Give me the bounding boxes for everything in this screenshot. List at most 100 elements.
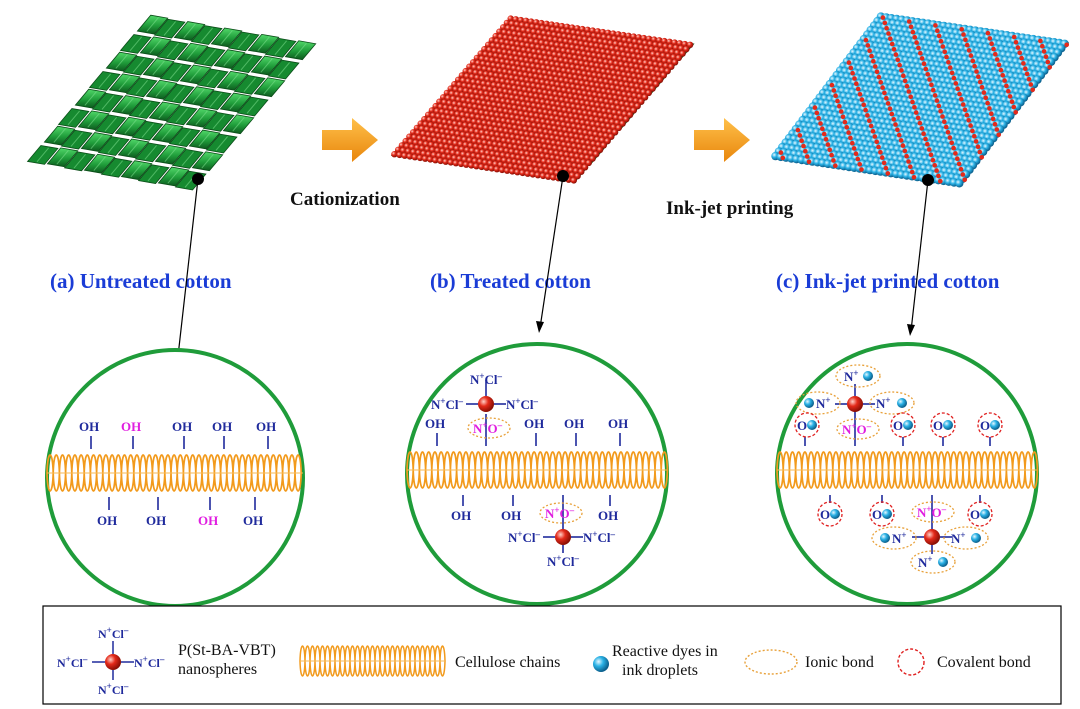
dye-icon <box>980 509 990 519</box>
dye-icon <box>903 420 913 430</box>
covalent-bond-marker <box>817 501 843 527</box>
inkjet-arrow <box>694 118 750 162</box>
legend-box <box>42 605 1062 705</box>
n-cl-label: N+Cl– <box>431 396 464 412</box>
oh-label: OH <box>501 508 521 523</box>
oh-label: OH <box>425 416 445 431</box>
covalent-bond-marker <box>890 412 916 438</box>
oh-label: OH <box>146 513 166 528</box>
covalent-bond-marker <box>869 501 895 527</box>
dye-icon <box>971 533 981 543</box>
legend-nanosphere-symbol: N+Cl– N+Cl– N+Cl– N+Cl– <box>57 625 165 697</box>
n-cl-label: N+Cl– <box>508 529 541 545</box>
n-plus-label: N+ <box>844 368 859 384</box>
o-label: O <box>970 507 980 522</box>
ionic-bond-marker <box>943 526 989 550</box>
n-plus-label: N+ <box>918 554 933 570</box>
n-cl-label: N+Cl– <box>57 654 88 670</box>
ionic-bond-marker <box>911 501 955 523</box>
ionic-bond-marker <box>467 417 511 439</box>
o-label: O <box>893 418 903 433</box>
n-o-label: N+O– <box>842 421 872 437</box>
untreated-fabric-image <box>26 14 317 191</box>
n-plus-label: N+ <box>951 530 966 546</box>
chem-b: OH OH OH OH OH OH OH N+O– N+Cl– N+Cl– N+… <box>425 371 628 569</box>
legend-dye-label: Reactive dyes in <box>612 643 718 660</box>
covalent-bond-marker <box>794 412 820 438</box>
ionic-bond-marker <box>835 364 881 388</box>
n-cl-label: N+Cl– <box>98 681 129 697</box>
dye-icon <box>807 420 817 430</box>
ionic-bond-marker <box>539 502 583 524</box>
nanosphere-icon <box>478 396 494 412</box>
o-label: O <box>797 418 807 433</box>
n-cl-label: N+Cl– <box>506 396 539 412</box>
ionic-bond-marker <box>795 391 841 415</box>
legend-covalent-label: Covalent bond <box>937 654 1031 671</box>
oh-label: OH <box>608 416 628 431</box>
legend-nanosphere-label: P(St-BA-VBT) <box>178 642 276 659</box>
cellulose-chain-b <box>406 451 669 489</box>
chem-c: N+ N+ N+ N+O– O O O O O O O N+O– <box>794 364 1003 574</box>
n-plus-label: N+ <box>816 395 831 411</box>
dye-icon <box>880 533 890 543</box>
o-label: O <box>980 418 990 433</box>
printed-fabric-image <box>771 12 1070 188</box>
oh-label: OH <box>212 419 232 434</box>
n-cl-label: N+Cl– <box>583 529 616 545</box>
legend-covalent-symbol <box>897 648 925 676</box>
n-o-label: N+O– <box>917 504 947 520</box>
legend-cellulose-label: Cellulose chains <box>455 654 560 671</box>
dye-icon <box>882 509 892 519</box>
pointer-b <box>536 170 569 333</box>
oh-label: OH <box>97 513 117 528</box>
legend: N+Cl– N+Cl– N+Cl– N+Cl– P(St-BA-VBT) nan… <box>42 605 1062 705</box>
n-cl-label: N+Cl– <box>470 371 503 387</box>
n-cl-label: N+Cl– <box>98 625 129 641</box>
oh-label: OH <box>451 508 471 523</box>
legend-nanosphere-label: nanospheres <box>178 661 257 678</box>
nanosphere-icon <box>555 529 571 545</box>
ionic-bond-marker <box>869 391 915 415</box>
oh-label: OH <box>198 513 218 528</box>
dye-icon <box>938 557 948 567</box>
oh-label: OH <box>256 419 276 434</box>
dye-icon <box>897 398 907 408</box>
oh-label: OH <box>121 419 141 434</box>
nanosphere-icon <box>105 654 121 670</box>
dye-icon <box>863 371 873 381</box>
inkjet-label: Ink-jet printing <box>666 198 794 219</box>
oh-label: OH <box>243 513 263 528</box>
n-plus-label: N+ <box>892 530 907 546</box>
dye-icon <box>990 420 1000 430</box>
covalent-bond-marker <box>930 412 956 438</box>
dye-icon <box>804 398 814 408</box>
legend-cellulose-symbol <box>299 645 446 677</box>
caption-a: (a) Untreated cotton <box>50 269 232 293</box>
chem-a: OH OH OH OH OH OH OH OH OH <box>79 419 276 528</box>
o-label: O <box>820 507 830 522</box>
o-label: O <box>872 507 882 522</box>
legend-dye-label: ink droplets <box>622 662 698 679</box>
nanosphere-icon <box>924 529 940 545</box>
dye-icon <box>830 509 840 519</box>
cationization-arrow <box>322 118 378 162</box>
oh-label: OH <box>564 416 584 431</box>
ionic-bond-marker <box>836 418 880 440</box>
nanosphere-icon <box>847 396 863 412</box>
legend-ionic-label: Ionic bond <box>805 654 874 671</box>
ionic-bond-marker <box>910 550 956 574</box>
cellulose-chain-c <box>776 451 1039 489</box>
oh-label: OH <box>79 419 99 434</box>
oh-label: OH <box>598 508 618 523</box>
n-plus-label: N+ <box>876 395 891 411</box>
oh-label: OH <box>172 419 192 434</box>
covalent-bond-marker <box>967 501 993 527</box>
legend-dye-symbol <box>593 656 609 672</box>
caption-c: (c) Ink-jet printed cotton <box>776 269 1000 293</box>
n-o-label: N+O– <box>473 420 503 436</box>
n-cl-label: N+Cl– <box>134 654 165 670</box>
ionic-bond-marker <box>871 526 917 550</box>
cellulose-chain-a <box>46 454 303 492</box>
